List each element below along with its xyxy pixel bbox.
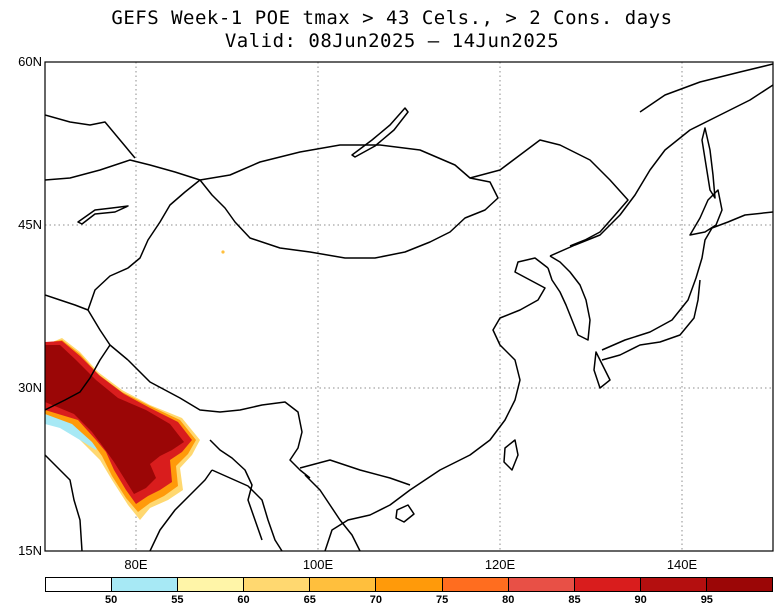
bangladesh-myanmar-border — [209, 439, 263, 541]
japan-honshu — [601, 211, 773, 351]
legend-swatch — [46, 578, 113, 591]
legend-label: 70 — [369, 594, 383, 606]
legend-label: 80 — [502, 594, 515, 606]
legend-swatch — [640, 578, 707, 591]
legend-swatch — [244, 578, 311, 591]
legend-swatch — [508, 578, 575, 591]
indochina-coast — [211, 469, 283, 551]
legend-swatch — [706, 578, 773, 591]
legend-label: 90 — [634, 594, 647, 606]
pakistan-india-border — [45, 344, 111, 411]
longitude-label: 100E — [302, 557, 334, 572]
lake-baikal — [351, 107, 409, 158]
latitude-label: 30N — [18, 380, 42, 395]
legend-label: 65 — [303, 594, 316, 606]
russia-north-coast — [639, 63, 773, 113]
legend-swatch — [112, 578, 179, 591]
legend-label: 95 — [700, 594, 713, 606]
legend-swatch — [442, 578, 509, 591]
legend-label: 85 — [568, 594, 581, 606]
laos-vietnam-border — [304, 474, 361, 551]
lake-balkhash — [77, 205, 129, 225]
longitude-label: 80E — [124, 557, 148, 572]
legend-swatch — [376, 578, 443, 591]
mongolia-border — [199, 144, 499, 259]
taiwan-island — [503, 439, 519, 471]
longitude-label: 140E — [666, 557, 698, 572]
japan-kyushu — [593, 351, 611, 389]
map-title: GEFS Week-1 POE tmax > 43 Cels., > 2 Con… — [111, 7, 673, 29]
kazakhstan-border — [45, 159, 201, 181]
shade-light-blue — [45, 410, 100, 450]
legend-swatch — [574, 578, 641, 591]
map-subtitle: Valid: 08Jun2025 – 14Jun2025 — [224, 30, 560, 52]
latitude-label: 45N — [18, 217, 42, 232]
afghanistan-border — [45, 294, 89, 311]
latitude-label: 15N — [18, 543, 42, 558]
japan-hokkaido — [689, 189, 723, 236]
india-west-coast — [45, 454, 83, 551]
russia-east-coast — [549, 84, 773, 257]
coastlines-borders — [45, 63, 773, 551]
himalaya-border — [127, 359, 311, 479]
color-legend — [45, 577, 773, 592]
india-east-coast — [149, 469, 213, 551]
map-frame — [44, 61, 774, 552]
russia-kazakh-border — [45, 114, 136, 159]
korea-coast — [547, 255, 591, 341]
shade-dark-red — [45, 345, 184, 494]
japan-south-coast — [601, 279, 701, 361]
china-west-border — [87, 179, 201, 361]
legend-label: 75 — [435, 594, 449, 606]
shade-dot — [221, 250, 225, 254]
sakhalin-island — [701, 127, 716, 199]
legend-swatch — [178, 578, 245, 591]
legend-swatch — [310, 578, 377, 591]
hainan-island — [395, 504, 415, 523]
china-north-border — [469, 139, 629, 247]
probability-shading — [45, 250, 225, 520]
legend-label: 60 — [237, 594, 250, 606]
legend-label: 50 — [105, 594, 118, 606]
yangtze-region-line — [299, 459, 411, 486]
longitude-label: 120E — [484, 557, 516, 572]
southeast-china-coast — [324, 257, 549, 551]
latitude-label: 60N — [18, 54, 42, 69]
legend-label: 55 — [171, 594, 184, 606]
